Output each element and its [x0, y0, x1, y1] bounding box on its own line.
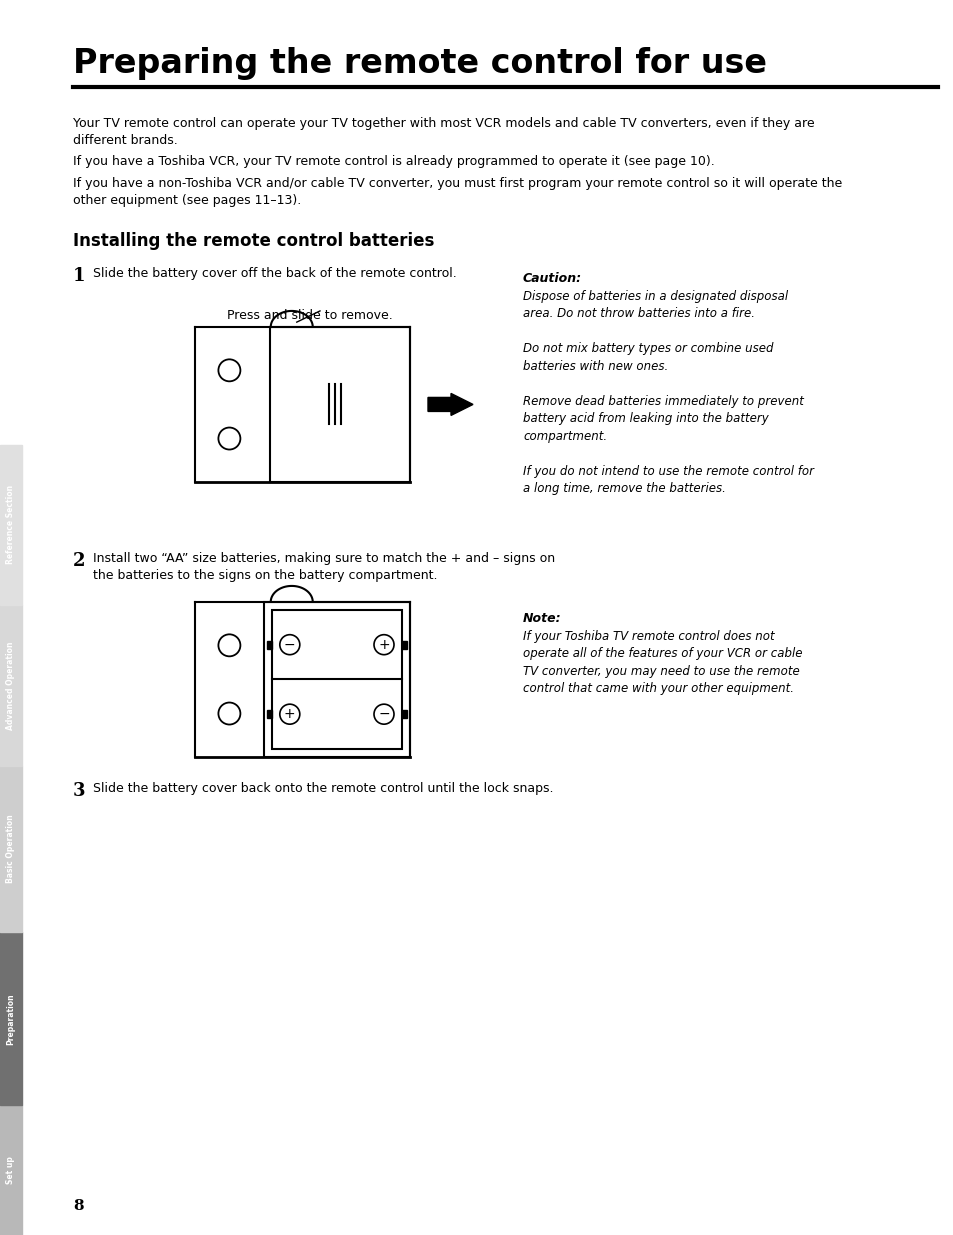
Text: Basic Operation: Basic Operation — [7, 815, 15, 883]
Bar — [0, 1105, 22, 1235]
Circle shape — [374, 704, 394, 724]
Bar — [0, 605, 22, 766]
Text: If you have a Toshiba VCR, your TV remote control is already programmed to opera: If you have a Toshiba VCR, your TV remot… — [73, 154, 714, 168]
Text: Advanced Operation: Advanced Operation — [7, 641, 15, 730]
Circle shape — [279, 704, 299, 724]
Text: +: + — [284, 708, 295, 721]
Text: Your TV remote control can operate your TV together with most VCR models and cab: Your TV remote control can operate your … — [73, 117, 814, 147]
Text: Install two “AA” size batteries, making sure to match the + and – signs on
the b: Install two “AA” size batteries, making … — [92, 552, 555, 582]
Text: Installing the remote control batteries: Installing the remote control batteries — [73, 232, 434, 249]
Text: 8: 8 — [73, 1199, 84, 1213]
Text: Preparation: Preparation — [7, 993, 15, 1045]
Circle shape — [218, 427, 240, 450]
Bar — [0, 445, 22, 605]
Bar — [267, 641, 272, 648]
Bar — [0, 932, 22, 1105]
Circle shape — [218, 703, 240, 725]
Circle shape — [374, 635, 394, 655]
Text: Slide the battery cover off the back of the remote control.: Slide the battery cover off the back of … — [92, 267, 456, 280]
Text: Note:: Note: — [522, 611, 561, 625]
Text: If you have a non-Toshiba VCR and/or cable TV converter, you must first program : If you have a non-Toshiba VCR and/or cab… — [73, 177, 841, 207]
Circle shape — [218, 359, 240, 382]
Text: 2: 2 — [73, 552, 86, 569]
Text: Preparing the remote control for use: Preparing the remote control for use — [73, 47, 766, 80]
Text: Set up: Set up — [7, 1156, 15, 1184]
Text: Slide the battery cover back onto the remote control until the lock snaps.: Slide the battery cover back onto the re… — [92, 782, 553, 795]
Text: Reference Section: Reference Section — [7, 485, 15, 564]
Bar — [401, 710, 407, 719]
Circle shape — [279, 635, 299, 655]
Bar — [0, 766, 22, 932]
FancyArrow shape — [428, 394, 473, 415]
Bar — [267, 710, 272, 719]
Circle shape — [218, 635, 240, 656]
Bar — [264, 601, 410, 757]
Text: Press and slide to remove.: Press and slide to remove. — [227, 309, 393, 322]
Text: Dispose of batteries in a designated disposal
area. Do not throw batteries into : Dispose of batteries in a designated dis… — [522, 290, 813, 495]
Text: If your Toshiba TV remote control does not
operate all of the features of your V: If your Toshiba TV remote control does n… — [522, 630, 801, 695]
Text: −: − — [284, 637, 295, 652]
Bar — [272, 610, 401, 748]
Text: +: + — [377, 637, 390, 652]
Bar — [401, 641, 407, 648]
Text: −: − — [377, 708, 390, 721]
Bar — [270, 327, 410, 482]
Text: Caution:: Caution: — [522, 272, 581, 285]
Text: 1: 1 — [73, 267, 86, 285]
Text: 3: 3 — [73, 782, 86, 800]
